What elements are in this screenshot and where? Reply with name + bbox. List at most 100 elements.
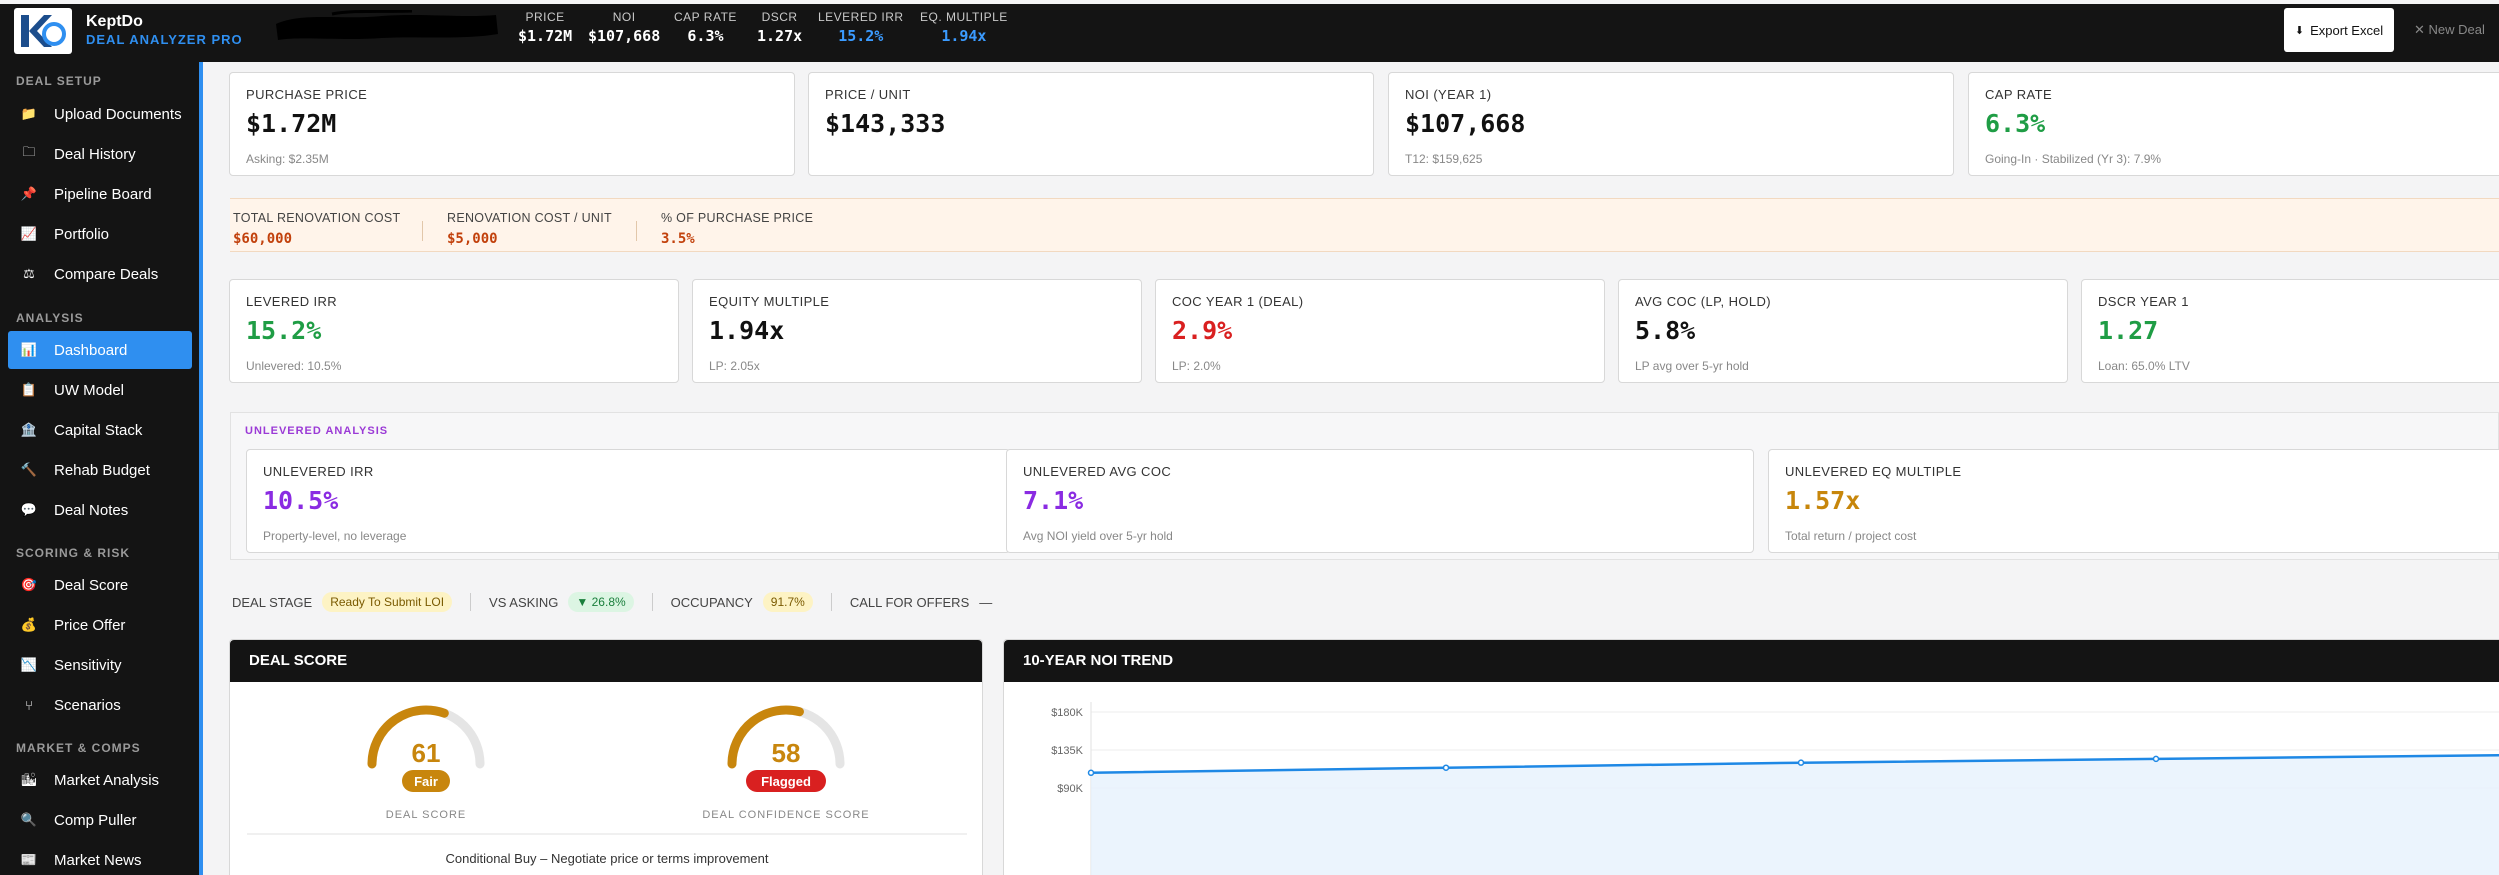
divider xyxy=(830,593,832,611)
sidebar-item-scenarios[interactable]: ⑂ Scenarios xyxy=(8,686,192,724)
deal-stage-label: DEAL STAGE xyxy=(232,594,313,610)
sidebar-item-dashboard[interactable]: 📊 Dashboard xyxy=(8,331,192,369)
noi-point[interactable] xyxy=(1797,759,1805,766)
logo-icon xyxy=(21,15,66,47)
noi-line xyxy=(1090,753,2499,775)
kpi-card-purchase-price: PURCHASE PRICE $1.72M Asking: $2.35M xyxy=(229,72,795,176)
sidebar-section-title: MARKET & COMPS xyxy=(16,741,141,755)
kpi-card-cap-rate: CAP RATE 6.3% Going-In · Stabilized (Yr … xyxy=(1968,72,2499,176)
sidebar-item-pipeline-board[interactable]: 📌 Pipeline Board xyxy=(8,175,192,213)
kpi-card-coc-year-1: COC YEAR 1 (DEAL) 2.9% LP: 2.0% xyxy=(1155,279,1605,383)
unlevered-card-avg-coc: UNLEVERED AVG COC 7.1% Avg NOI yield ove… xyxy=(1006,449,1754,553)
reno-total: TOTAL RENOVATION COST $60,000 xyxy=(233,211,401,247)
metric-noi: NOI $107,668 xyxy=(588,10,661,45)
brand-name: KeptDo xyxy=(86,13,143,30)
brand-logo[interactable] xyxy=(14,8,72,54)
noi-point[interactable] xyxy=(2152,755,2160,763)
noi-point[interactable] xyxy=(1087,769,1095,777)
confidence-badge: Flagged xyxy=(761,774,811,789)
vs-asking-badge: ▼ 26.8% xyxy=(568,592,634,612)
y-tick-label: $180K xyxy=(1051,707,1083,719)
new-deal-button[interactable]: ✕ New Deal xyxy=(2414,22,2485,37)
divider xyxy=(636,221,637,241)
download-icon: ⬇ xyxy=(2294,24,2305,37)
deal-stage-badge: Ready To Submit LOI xyxy=(322,592,453,612)
metric-levered-irr: LEVERED IRR 15.2% xyxy=(818,10,904,45)
sidebar-item-portfolio[interactable]: 📈 Portfolio xyxy=(8,215,192,253)
building-icon: 🏙 xyxy=(20,772,38,787)
trend-icon: 📉 xyxy=(20,657,38,672)
speech-icon: 💬 xyxy=(20,502,38,517)
call-for-offers-label: CALL FOR OFFERS xyxy=(849,594,970,610)
reno-per-unit: RENOVATION COST / UNIT $5,000 xyxy=(447,211,612,247)
bank-icon: 🏦 xyxy=(20,422,38,437)
divider xyxy=(422,221,423,241)
deal-score-badge: Fair xyxy=(414,774,438,789)
kpi-card-price-per-unit: PRICE / UNIT $143,333 xyxy=(808,72,1374,176)
unlevered-card-eq-multiple: UNLEVERED EQ MULTIPLE 1.57x Total return… xyxy=(1768,449,2499,553)
deal-score-panel: DEAL SCORE 61 Fair DEAL SCORE 58 Flagged… xyxy=(229,639,983,875)
metric-eq-multiple: EQ. MULTIPLE 1.94x xyxy=(920,10,1008,45)
deal-score-gauges: 61 Fair DEAL SCORE 58 Flagged DEAL CONFI… xyxy=(247,705,967,866)
y-tick-label: $90K xyxy=(1057,783,1083,795)
recommendation-text: Conditional Buy – Negotiate price or ter… xyxy=(446,851,769,866)
y-tick-label: $135K xyxy=(1051,745,1083,757)
unlevered-title: UNLEVERED ANALYSIS xyxy=(245,425,389,437)
sidebar-item-upload-documents[interactable]: 📁 Upload Documents xyxy=(8,95,192,133)
deal-score-badge-bg xyxy=(402,770,450,792)
sidebar-item-capital-stack[interactable]: 🏦 Capital Stack xyxy=(8,411,192,449)
sidebar-item-compare-deals[interactable]: ⚖ Compare Deals xyxy=(8,255,192,293)
sidebar-item-comp-puller[interactable]: 🔍 Comp Puller xyxy=(8,801,192,839)
kpi-card-noi-year-1: NOI (YEAR 1) $107,668 T12: $159,625 xyxy=(1388,72,1954,176)
confidence-score-label: DEAL CONFIDENCE SCORE xyxy=(702,809,869,821)
sidebar-item-deal-notes[interactable]: 💬 Deal Notes xyxy=(8,491,192,529)
noi-point[interactable] xyxy=(1442,764,1450,771)
metric-price: PRICE $1.72M xyxy=(518,10,573,45)
sidebar-item-market-news[interactable]: 📰 Market News xyxy=(8,841,192,875)
brand-subtitle: DEAL ANALYZER PRO xyxy=(86,32,243,47)
deal-score-value: 61 xyxy=(412,738,441,768)
sidebar-item-uw-model[interactable]: 📋 UW Model xyxy=(8,371,192,409)
noi-trend-panel: 10-YEAR NOI TREND $180K $135K $90K xyxy=(1003,639,2499,875)
status-row: DEAL STAGE Ready To Submit LOI VS ASKING… xyxy=(232,591,992,613)
hammer-icon: 🔨 xyxy=(20,462,38,477)
occupancy-label: OCCUPANCY xyxy=(670,594,753,610)
sidebar-item-market-analysis[interactable]: 🏙 Market Analysis xyxy=(8,761,192,799)
sidebar-item-deal-score[interactable]: 🎯 Deal Score xyxy=(8,566,192,604)
noi-area-fill xyxy=(1091,755,2499,875)
sidebar-item-sensitivity[interactable]: 📉 Sensitivity xyxy=(8,646,192,684)
sidebar: DEAL SETUP 📁 Upload Documents 🗀 Deal Histo… xyxy=(0,62,203,875)
kpi-card-equity-multiple: EQUITY MULTIPLE 1.94x LP: 2.05x xyxy=(692,279,1142,383)
sidebar-item-deal-history[interactable]: 🗀 Deal History xyxy=(8,135,192,173)
gauge-fill xyxy=(367,705,449,769)
close-icon: ✕ xyxy=(2414,22,2425,37)
confidence-score-gauge: 58 Flagged DEAL CONFIDENCE SCORE xyxy=(702,705,869,821)
export-excel-button[interactable]: ⬇ Export Excel xyxy=(2284,8,2394,52)
occupancy-badge: 91.7% xyxy=(762,592,813,612)
sidebar-item-price-offer[interactable]: 💰 Price Offer xyxy=(8,606,192,644)
vs-asking-label: VS ASKING xyxy=(489,594,559,610)
magnifier-icon: 🔍 xyxy=(20,812,38,827)
metric-cap-rate: CAP RATE 6.3% xyxy=(674,10,737,45)
sidebar-item-rehab-budget[interactable]: 🔨 Rehab Budget xyxy=(8,451,192,489)
reno-pct-purchase: % OF PURCHASE PRICE 3.5% xyxy=(661,211,814,247)
unlevered-card-irr: UNLEVERED IRR 10.5% Property-level, no l… xyxy=(246,449,1010,553)
gauge-fill xyxy=(727,705,804,769)
y-axis-ticks: $180K $135K $90K xyxy=(1051,707,1083,795)
sidebar-section-title: SCORING & RISK xyxy=(16,546,131,560)
sidebar-section-title: ANALYSIS xyxy=(16,311,84,325)
noi-trend-chart: $180K $135K $90K xyxy=(1051,702,2499,875)
history-icon: 🗀 xyxy=(22,144,36,159)
divider xyxy=(651,593,653,611)
confidence-score-value: 58 xyxy=(772,738,801,768)
sidebar-section-title: DEAL SETUP xyxy=(16,74,102,88)
deal-score-gauge: 61 Fair DEAL SCORE xyxy=(367,705,485,821)
deal-score-title: DEAL SCORE xyxy=(230,640,982,682)
clipboard-icon: 📋 xyxy=(20,382,38,397)
kpi-card-levered-irr: LEVERED IRR 15.2% Unlevered: 10.5% xyxy=(229,279,679,383)
news-icon: 📰 xyxy=(20,852,38,867)
metric-dscr: DSCR 1.27x xyxy=(757,10,803,45)
confidence-badge-bg xyxy=(746,770,826,792)
unlevered-analysis-panel: UNLEVERED ANALYSIS UNLEVERED IRR 10.5% P… xyxy=(230,412,2499,560)
renovation-strip: TOTAL RENOVATION COST $60,000 RENOVATION… xyxy=(230,198,2499,252)
